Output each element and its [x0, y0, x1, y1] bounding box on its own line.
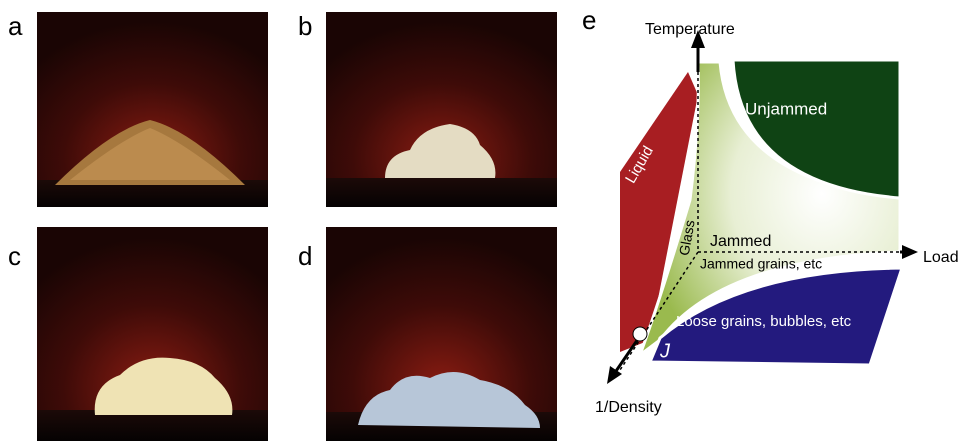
panel-label: b: [298, 11, 312, 41]
figure: a b c d e Temperature Load 1/De: [0, 0, 969, 441]
panel-label: e: [582, 5, 596, 35]
region-label: Unjammed: [745, 99, 827, 118]
panel-label: d: [298, 241, 312, 271]
axis-label: 1/Density: [595, 399, 662, 416]
region-label: Loose grains, bubbles, etc: [676, 313, 852, 330]
region-label: Jammed grains, etc: [700, 256, 822, 272]
photo-b: [326, 12, 557, 207]
photo-c: [37, 227, 268, 441]
axis-label: Load: [923, 249, 959, 266]
panel-label: a: [8, 11, 23, 41]
photo-a: [37, 12, 268, 207]
photo-d: [326, 227, 557, 441]
region-label: J: [659, 340, 671, 362]
region-label: Jammed: [710, 233, 771, 250]
axis-label: Temperature: [645, 21, 735, 38]
jamming-diagram: [607, 30, 918, 384]
panel-label: c: [8, 241, 21, 271]
